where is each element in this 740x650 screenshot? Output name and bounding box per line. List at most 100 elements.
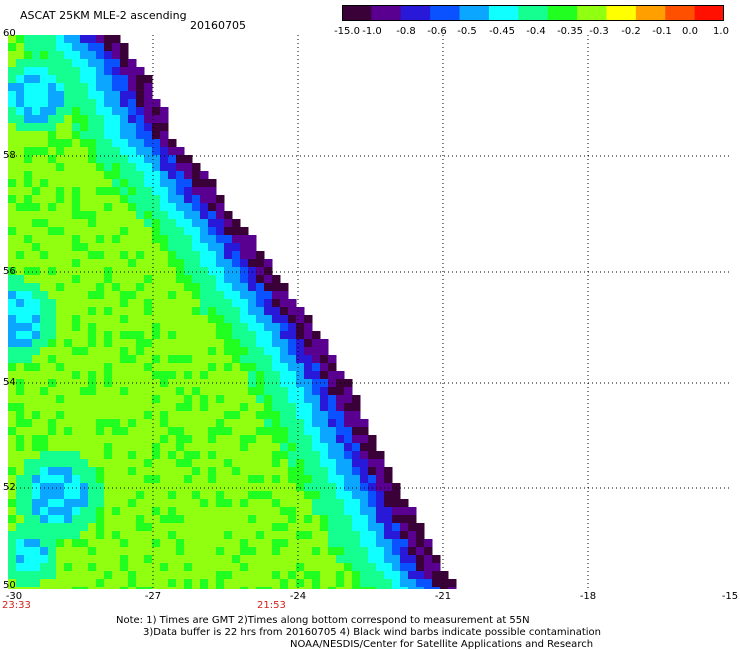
wind-cell xyxy=(64,195,73,204)
wind-cell xyxy=(200,227,209,236)
wind-cell xyxy=(184,155,193,164)
wind-cell xyxy=(72,155,81,164)
wind-cell xyxy=(136,475,145,484)
wind-cell xyxy=(288,443,297,452)
wind-cell xyxy=(112,187,121,196)
wind-cell xyxy=(152,459,161,468)
wind-cell xyxy=(96,427,105,436)
wind-cell xyxy=(136,563,145,572)
wind-cell xyxy=(184,547,193,556)
wind-cell xyxy=(24,491,33,500)
wind-cell xyxy=(112,251,121,260)
wind-cell xyxy=(128,483,137,492)
wind-cell xyxy=(248,467,257,476)
wind-cell xyxy=(144,475,153,484)
wind-cell xyxy=(88,587,97,589)
wind-cell xyxy=(168,363,177,372)
wind-cell xyxy=(40,427,49,436)
wind-cell xyxy=(56,219,65,228)
wind-cell xyxy=(440,579,449,588)
wind-cell xyxy=(8,539,17,548)
wind-cell xyxy=(64,531,73,540)
wind-cell xyxy=(104,259,113,268)
wind-cell xyxy=(192,555,201,564)
wind-cell xyxy=(64,259,73,268)
wind-cell xyxy=(48,283,57,292)
wind-cell xyxy=(176,315,185,324)
wind-cell xyxy=(96,587,105,589)
wind-cell xyxy=(336,427,345,436)
wind-cell xyxy=(184,515,193,524)
wind-cell xyxy=(264,491,273,500)
wind-cell xyxy=(184,363,193,372)
wind-cell xyxy=(48,467,57,476)
wind-cell xyxy=(184,275,193,284)
wind-cell xyxy=(264,419,273,428)
wind-cell xyxy=(40,395,49,404)
wind-cell xyxy=(216,459,225,468)
wind-cell xyxy=(232,571,241,580)
wind-cell xyxy=(104,227,113,236)
wind-cell xyxy=(72,523,81,532)
wind-cell xyxy=(208,283,217,292)
wind-cell xyxy=(288,491,297,500)
wind-cell xyxy=(8,403,17,412)
wind-cell xyxy=(24,195,33,204)
wind-cell xyxy=(24,347,33,356)
wind-cell xyxy=(144,115,153,124)
wind-cell xyxy=(112,99,121,108)
wind-cell xyxy=(288,571,297,580)
wind-cell xyxy=(176,459,185,468)
wind-cell xyxy=(96,283,105,292)
wind-cell xyxy=(232,499,241,508)
wind-cell xyxy=(184,571,193,580)
wind-cell xyxy=(192,499,201,508)
colorbar-border xyxy=(342,5,724,21)
wind-cell xyxy=(72,587,81,589)
wind-cell xyxy=(360,427,369,436)
wind-cell xyxy=(32,275,41,284)
wind-cell xyxy=(8,219,17,228)
wind-cell xyxy=(136,531,145,540)
wind-cell xyxy=(96,459,105,468)
wind-cell xyxy=(112,427,121,436)
wind-cell xyxy=(48,427,57,436)
wind-cell xyxy=(296,483,305,492)
wind-cell xyxy=(112,67,121,76)
wind-cell xyxy=(32,323,41,332)
wind-cell xyxy=(216,307,225,316)
wind-cell xyxy=(232,555,241,564)
wind-cell xyxy=(128,115,137,124)
wind-cell xyxy=(56,395,65,404)
wind-cell xyxy=(376,483,385,492)
wind-cell xyxy=(56,35,65,44)
wind-cell xyxy=(96,443,105,452)
wind-cell xyxy=(240,275,249,284)
wind-cell xyxy=(360,547,369,556)
wind-cell xyxy=(376,563,385,572)
wind-cell xyxy=(344,539,353,548)
wind-cell xyxy=(216,219,225,228)
wind-cell xyxy=(120,547,129,556)
wind-cell xyxy=(88,203,97,212)
wind-cell xyxy=(192,539,201,548)
wind-cell xyxy=(200,555,209,564)
wind-cell xyxy=(224,371,233,380)
wind-cell xyxy=(152,275,161,284)
wind-cell xyxy=(48,579,57,588)
wind-cell xyxy=(200,515,209,524)
wind-cell xyxy=(216,259,225,268)
wind-cell xyxy=(424,555,433,564)
wind-cell xyxy=(192,283,201,292)
wind-cell xyxy=(208,179,217,188)
wind-cell xyxy=(80,99,89,108)
wind-cell xyxy=(128,227,137,236)
colorbar-label: -1.0 xyxy=(362,26,382,37)
wind-cell xyxy=(304,387,313,396)
wind-cell xyxy=(344,531,353,540)
wind-cell xyxy=(80,75,89,84)
wind-cell xyxy=(40,299,49,308)
wind-cell xyxy=(312,547,321,556)
wind-cell xyxy=(280,363,289,372)
wind-cell xyxy=(120,563,129,572)
